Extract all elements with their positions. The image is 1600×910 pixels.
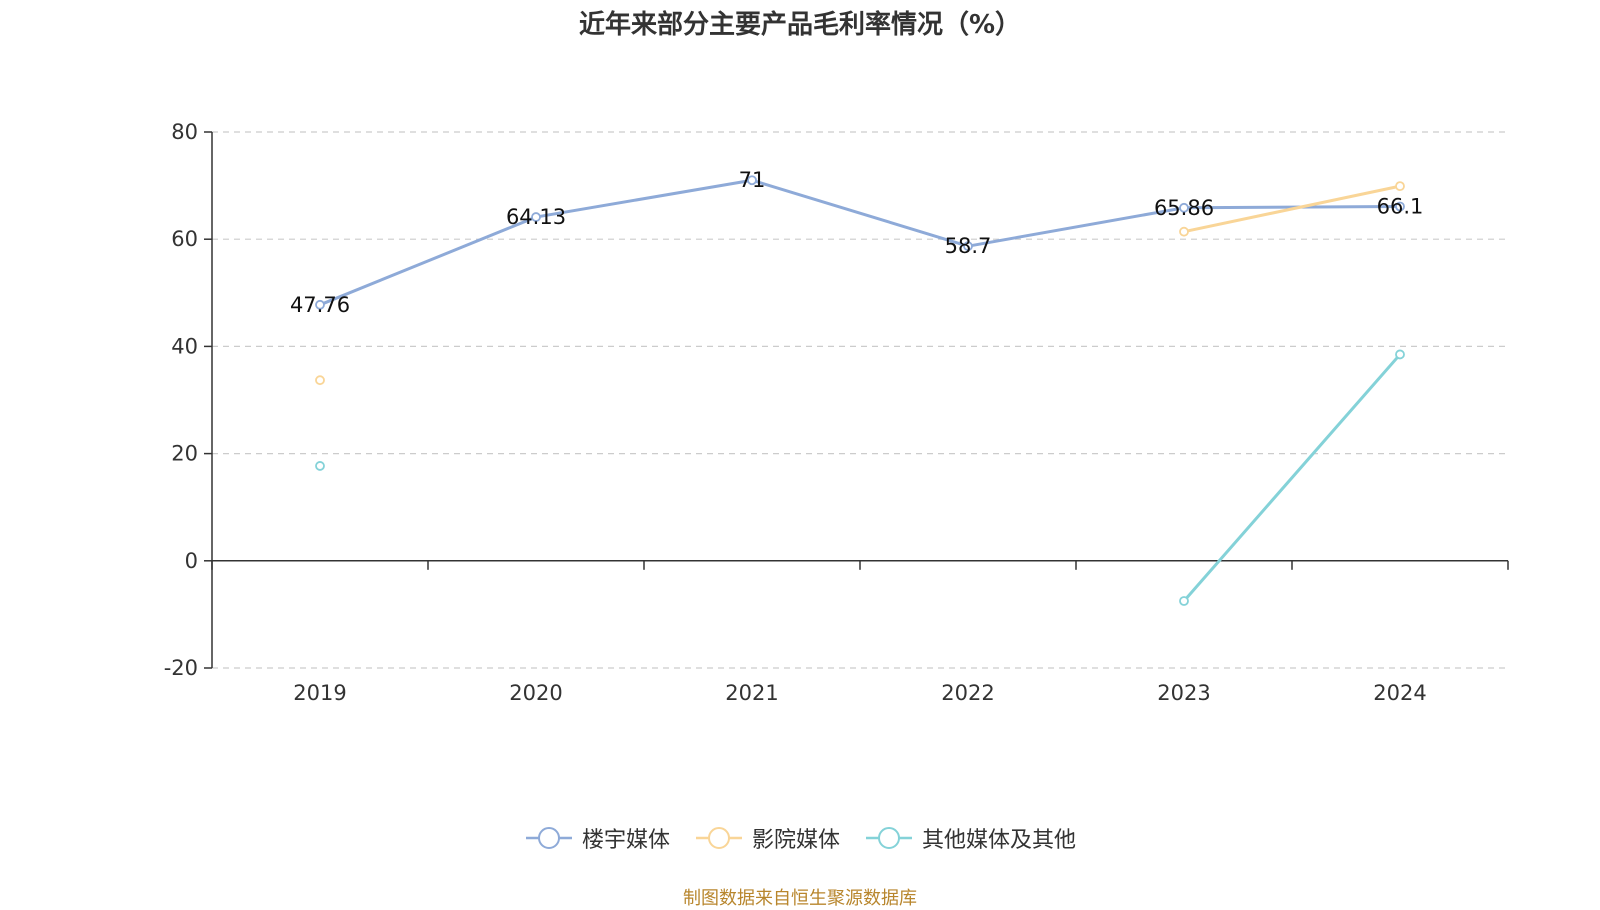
data-label: 47.76: [290, 293, 350, 317]
y-tick-label: 0: [185, 549, 198, 573]
series-line-segment: [1182, 352, 1402, 603]
x-tick-label: 2019: [293, 681, 346, 705]
data-point: [315, 461, 325, 471]
chart-title: 近年来部分主要产品毛利率情况（%）: [578, 10, 1022, 40]
legend-label: 其他媒体及其他: [922, 828, 1077, 853]
data-label: 64.13: [506, 205, 566, 229]
legend-item[interactable]: 其他媒体及其他: [864, 822, 1076, 854]
data-point: [1395, 181, 1405, 192]
x-tick-label: 2023: [1157, 681, 1210, 705]
y-tick-label: 40: [171, 334, 198, 358]
legend-label: 楼宇媒体: [581, 828, 670, 853]
y-tick-label: 20: [171, 442, 198, 466]
data-label: 65.86: [1154, 196, 1214, 220]
series-line-segment: [966, 206, 1186, 248]
series-line-segment: [1182, 184, 1402, 234]
source-note: 制图数据来自恒生聚源数据库: [683, 888, 917, 909]
series-line-segment: [750, 178, 970, 248]
legend: 楼宇媒体 影院媒体 其他媒体及其他: [0, 822, 1600, 854]
legend-label: 影院媒体: [751, 828, 840, 853]
data-point: [1395, 201, 1405, 212]
legend-line-circle-icon: [866, 827, 912, 849]
y-tick-label: -20: [164, 656, 198, 680]
data-label: 66.1: [1377, 195, 1424, 219]
series-line-segment: [534, 178, 754, 219]
series-group: [315, 349, 1405, 606]
series-group: [315, 181, 1405, 386]
series-line-segment: [318, 215, 538, 307]
legend-line-circle-icon: [525, 827, 572, 849]
legend-item[interactable]: 影院媒体: [694, 822, 840, 854]
data-point: [315, 375, 325, 386]
x-tick-label: 2022: [941, 681, 994, 705]
legend-line-circle-icon: [695, 827, 742, 849]
x-tick-label: 2021: [725, 681, 778, 705]
data-point: [1179, 202, 1189, 213]
data-label: 58.7: [945, 234, 992, 258]
x-tick-label: 2024: [1373, 681, 1426, 705]
legend-item[interactable]: 楼宇媒体: [524, 822, 670, 854]
x-tick-label: 2020: [509, 681, 562, 705]
y-tick-label: 60: [171, 227, 198, 251]
data-point: [963, 241, 973, 252]
y-tick-label: 80: [171, 120, 198, 144]
series-line-segment: [1182, 205, 1402, 210]
data-label: 71: [739, 168, 766, 192]
data-point: [1395, 349, 1405, 360]
data-point: [747, 175, 757, 186]
data-point: [531, 212, 541, 222]
data-point: [315, 299, 325, 310]
data-point: [1179, 596, 1189, 606]
data-point: [1179, 226, 1189, 237]
series-group: 47.76 64.13 71 58.7 65.86 66.1: [290, 168, 1423, 317]
